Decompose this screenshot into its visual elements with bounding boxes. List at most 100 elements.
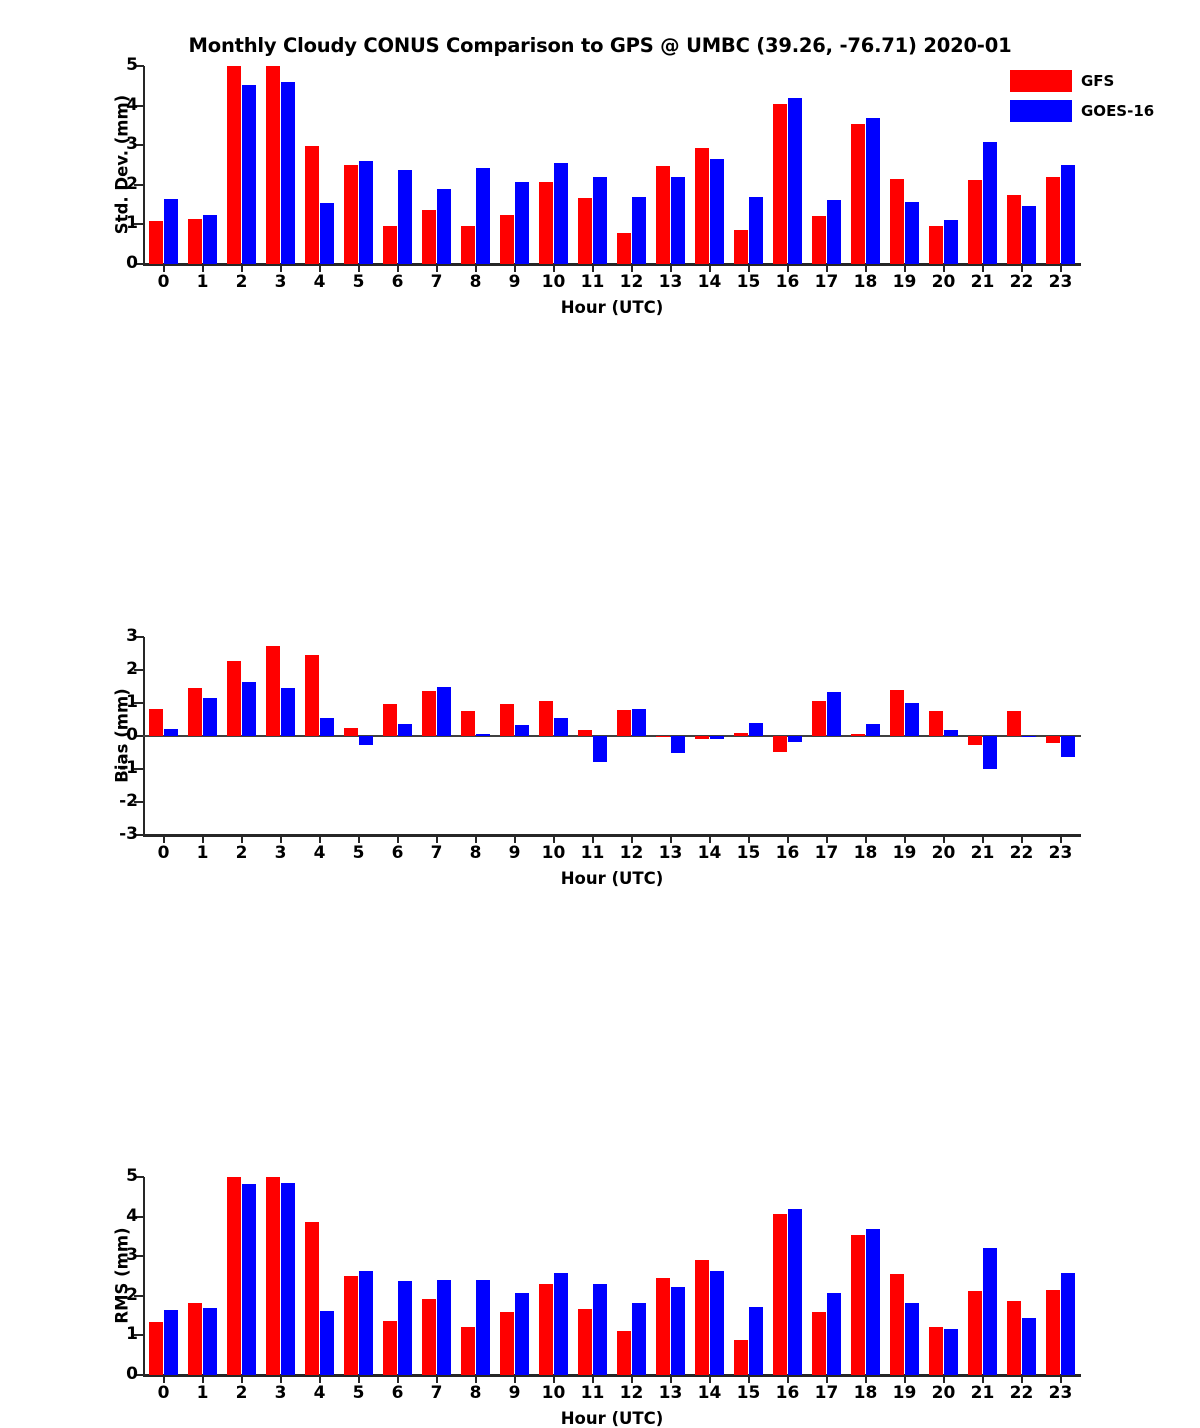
bar-goes-16-hour-12 <box>632 708 647 736</box>
x-tick <box>357 836 360 843</box>
x-axis-spine <box>143 263 1081 266</box>
bar-gfs-hour-12 <box>617 710 632 736</box>
x-axis-spine <box>143 834 1081 837</box>
x-tick-label: 12 <box>619 272 644 292</box>
y-tick-label: 1 <box>126 213 138 234</box>
bar-goes-16-hour-3 <box>281 81 296 264</box>
bar-gfs-hour-22 <box>1007 1300 1022 1375</box>
x-tick-label: 1 <box>196 843 209 863</box>
y-tick <box>134 702 144 704</box>
y-tick <box>134 104 144 107</box>
x-tick <box>240 836 243 843</box>
bar-goes-16-hour-11 <box>593 1283 608 1375</box>
y-tick <box>134 669 144 671</box>
legend-label-gfs: GFS <box>1081 72 1115 90</box>
bar-gfs-hour-2 <box>227 66 242 264</box>
x-tick <box>864 265 867 272</box>
y-tick <box>134 768 144 770</box>
bar-gfs-hour-16 <box>773 1214 788 1375</box>
x-tick <box>825 265 828 272</box>
bar-gfs-hour-8 <box>461 1327 476 1375</box>
bar-gfs-hour-21 <box>968 1290 983 1375</box>
x-tick-label: 5 <box>352 272 365 292</box>
bar-gfs-hour-15 <box>734 230 749 264</box>
x-tick-label: 13 <box>658 1383 683 1403</box>
bar-goes-16-hour-9 <box>515 725 530 736</box>
x-tick-label: 10 <box>541 272 566 292</box>
x-tick-label: 11 <box>580 272 605 292</box>
y-tick-label: 5 <box>126 1166 138 1187</box>
x-tick-label: 18 <box>853 1383 878 1403</box>
bar-gfs-hour-9 <box>500 1312 515 1375</box>
bar-goes-16-hour-8 <box>476 1279 491 1375</box>
bar-goes-16-hour-19 <box>905 1303 920 1375</box>
bar-gfs-hour-6 <box>383 225 398 264</box>
legend-label-goes16: GOES-16 <box>1081 102 1155 120</box>
y-tick-label: -2 <box>119 791 138 812</box>
bar-gfs-hour-20 <box>929 226 944 264</box>
legend-swatch-goes16 <box>1010 100 1072 122</box>
bar-gfs-hour-16 <box>773 104 788 264</box>
x-tick-label: 23 <box>1048 843 1073 863</box>
bar-gfs-hour-11 <box>578 198 593 264</box>
x-tick-label: 9 <box>508 843 521 863</box>
bar-goes-16-hour-10 <box>554 163 569 264</box>
x-tick <box>981 1376 984 1383</box>
legend: GFS GOES-16 <box>1010 66 1190 126</box>
x-tick-label: 20 <box>931 272 956 292</box>
y-tick-label: 3 <box>126 626 138 647</box>
y-tick-label: 5 <box>126 55 138 76</box>
x-tick-label: 19 <box>892 1383 917 1403</box>
legend-entry-goes16: GOES-16 <box>1010 96 1190 126</box>
x-tick-label: 4 <box>313 272 326 292</box>
x-tick <box>591 836 594 843</box>
y-tick <box>134 223 144 226</box>
bar-goes-16-hour-14 <box>710 158 725 264</box>
x-tick <box>1020 1376 1023 1383</box>
bar-goes-16-hour-19 <box>905 703 920 736</box>
x-tick-label: 16 <box>775 272 800 292</box>
bar-gfs-hour-8 <box>461 226 476 264</box>
x-tick-label: 8 <box>469 272 482 292</box>
bar-goes-16-hour-16 <box>788 1209 803 1375</box>
x-tick <box>162 1376 165 1383</box>
x-tick <box>708 1376 711 1383</box>
x-tick-label: 11 <box>580 1383 605 1403</box>
y-tick-label: 0 <box>126 725 138 746</box>
bar-goes-16-hour-16 <box>788 98 803 264</box>
bar-goes-16-hour-3 <box>281 688 296 736</box>
x-tick <box>201 836 204 843</box>
bar-goes-16-hour-2 <box>242 681 257 736</box>
x-tick-label: 0 <box>157 843 170 863</box>
x-tick <box>474 1376 477 1383</box>
x-tick-label: 21 <box>970 1383 995 1403</box>
bar-gfs-hour-14 <box>695 148 710 264</box>
x-tick-label: 2 <box>235 843 248 863</box>
bar-goes-16-hour-15 <box>749 1306 764 1375</box>
x-tick-label: 6 <box>391 272 404 292</box>
bar-goes-16-hour-10 <box>554 1272 569 1375</box>
x-tick <box>825 1376 828 1383</box>
bar-gfs-hour-5 <box>344 1276 359 1375</box>
x-tick <box>708 265 711 272</box>
bar-goes-16-hour-18 <box>866 1229 881 1375</box>
bar-goes-16-hour-6 <box>398 724 413 736</box>
x-tick <box>162 836 165 843</box>
bar-goes-16-hour-14 <box>710 1270 725 1375</box>
x-tick-label: 8 <box>469 1383 482 1403</box>
bar-goes-16-hour-23 <box>1061 736 1076 758</box>
x-tick-label: 12 <box>619 1383 644 1403</box>
x-tick-label: 0 <box>157 272 170 292</box>
x-tick <box>825 836 828 843</box>
x-tick <box>240 265 243 272</box>
y-axis-spine <box>143 1177 145 1375</box>
x-tick <box>552 836 555 843</box>
x-tick-label: 7 <box>430 843 443 863</box>
bar-goes-16-hour-22 <box>1022 206 1037 264</box>
x-tick <box>513 1376 516 1383</box>
bar-goes-16-hour-13 <box>671 177 686 264</box>
axes-bias: Bias (mm) Hour (UTC) -3 -2 -1 0 1 2 3 0 1 2 3 4 5 6 7 8… <box>113 628 1081 888</box>
x-axis-label: Hour (UTC) <box>560 1409 664 1428</box>
bar-gfs-hour-3 <box>266 1177 281 1375</box>
x-tick <box>474 265 477 272</box>
